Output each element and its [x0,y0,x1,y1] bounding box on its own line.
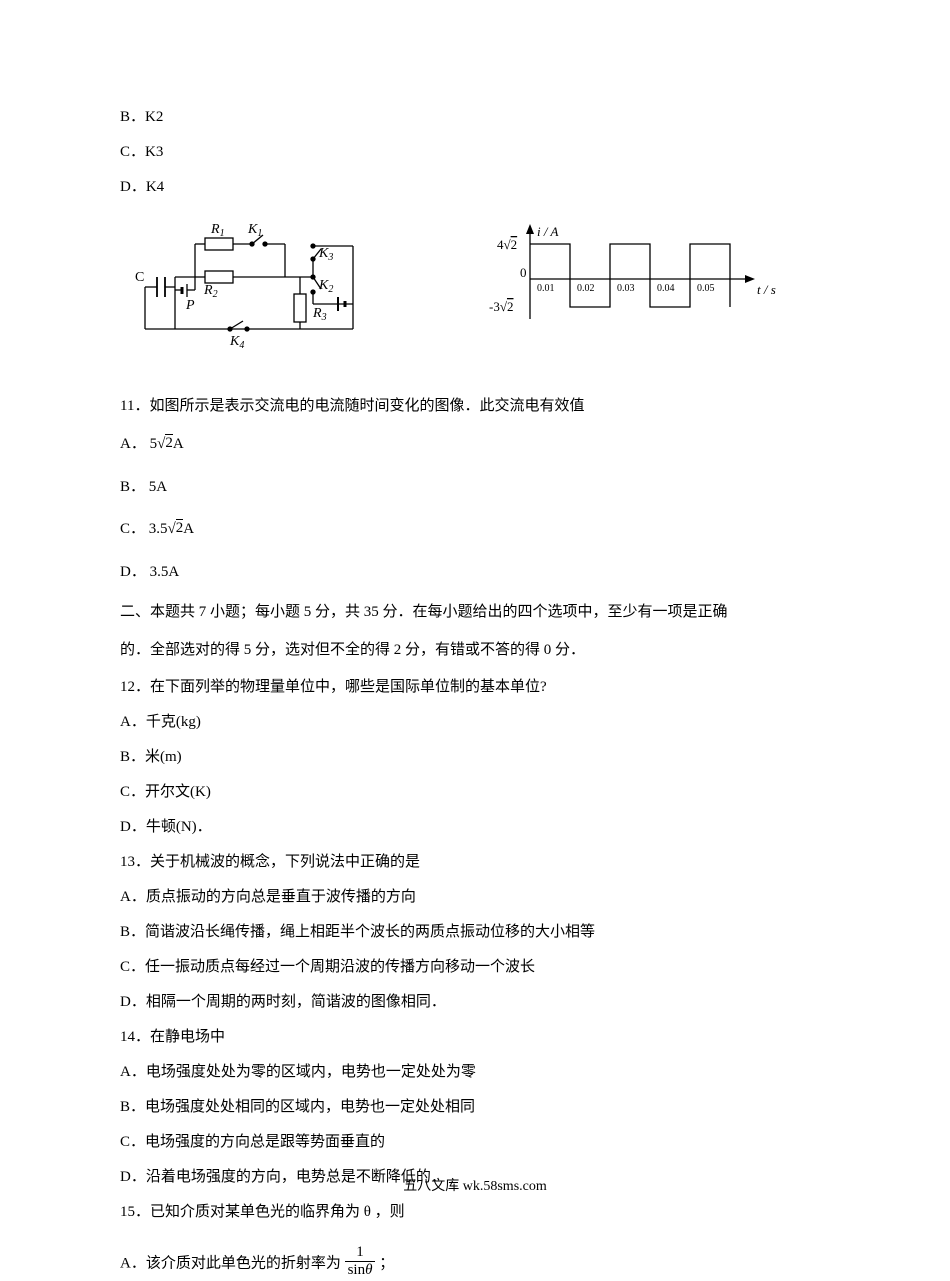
q11-option-b: B． 5A [120,472,830,504]
q-prev-option-c: C．K3 [120,140,830,164]
q11-b-label: 5A [149,479,167,495]
q-prev-option-d: D．K4 [120,175,830,199]
q15-option-a: A．该介质对此单色光的折射率为 1 sinθ ； [120,1247,830,1281]
section2-line1: 二、本题共 7 小题；每小题 5 分，共 35 分．在每小题给出的四个选项中，至… [120,599,830,626]
q11-a-formula: 5√2A [150,429,184,461]
q11-d-label: 3.5A [150,564,180,580]
svg-text:0.05: 0.05 [697,283,715,294]
svg-text:C: C [135,270,144,285]
q-prev-option-b: B．K2 [120,105,830,129]
q15-a-prefix: A．该介质对此单色光的折射率为 [120,1256,341,1272]
q12-stem: 12．在下面列举的物理量单位中，哪些是国际单位制的基本单位? [120,675,830,699]
svg-text:-3√2: -3√2 [489,299,513,314]
svg-text:K4: K4 [229,334,244,351]
svg-text:0: 0 [520,265,527,280]
q11-option-c: C． 3.5√2A [120,514,830,546]
diagrams-row: R1 K1 R2 K2 K3 R3 K4 C P i / A t / s 4√2… [135,219,830,359]
q13-option-c: C．任一振动质点每经过一个周期沿波的传播方向移动一个波长 [120,955,830,979]
svg-text:K1: K1 [247,222,262,239]
q11-a-prefix: A． [120,436,146,452]
q11-d-prefix: D． [120,564,146,580]
q11-stem: 11．如图所示是表示交流电的电流随时间变化的图像．此交流电有效值 [120,394,830,418]
q13-option-a: A．质点振动的方向总是垂直于波传播的方向 [120,885,830,909]
q15-stem: 15．已知介质对某单色光的临界角为 θ ，则 [120,1200,830,1224]
q15-a-fraction: 1 sinθ [345,1244,376,1278]
q12-option-d: D．牛顿(N)． [120,815,830,839]
q11-b-prefix: B． [120,479,145,495]
svg-text:R3: R3 [312,306,327,323]
circuit-diagram: R1 K1 R2 K2 K3 R3 K4 C P [135,219,385,359]
q13-option-b: B．简谐波沿长绳传播，绳上相距半个波长的两质点振动位移的大小相等 [120,920,830,944]
q14-option-b: B．电场强度处处相同的区域内，电势也一定处处相同 [120,1095,830,1119]
q12-option-b: B．米(m) [120,745,830,769]
page-footer: 五八文库 wk.58sms.com [0,1175,950,1195]
svg-text:R1: R1 [210,222,225,239]
q11-option-a: A． 5√2A [120,429,830,461]
svg-text:t / s: t / s [757,282,776,297]
svg-text:4√2: 4√2 [497,237,517,252]
q12-option-a: A．千克(kg) [120,710,830,734]
q14-stem: 14．在静电场中 [120,1025,830,1049]
q11-c-prefix: C． [120,521,145,537]
waveform-diagram: i / A t / s 4√2 -3√2 0 0.01 0.02 0.03 0.… [485,219,785,349]
q14-option-c: C．电场强度的方向总是跟等势面垂直的 [120,1130,830,1154]
svg-text:0.03: 0.03 [617,283,635,294]
q14-option-a: A．电场强度处处为零的区域内，电势也一定处处为零 [120,1060,830,1084]
svg-text:K3: K3 [318,246,333,263]
q13-stem: 13．关于机械波的概念，下列说法中正确的是 [120,850,830,874]
svg-text:i / A: i / A [537,224,558,239]
q15-a-suffix: ； [379,1256,394,1272]
q12-option-c: C．开尔文(K) [120,780,830,804]
svg-text:0.01: 0.01 [537,283,555,294]
svg-text:0.04: 0.04 [657,283,675,294]
svg-text:R2: R2 [203,283,218,300]
q11-c-formula: 3.5√2A [149,514,194,546]
section2-line2: 的．全部选对的得 5 分，选对但不全的得 2 分，有错或不答的得 0 分． [120,637,830,664]
q11-option-d: D． 3.5A [120,557,830,589]
svg-text:P: P [185,298,195,313]
q13-option-d: D．相隔一个周期的两时刻，简谐波的图像相同． [120,990,830,1014]
svg-text:K2: K2 [318,278,333,295]
svg-text:0.02: 0.02 [577,283,595,294]
